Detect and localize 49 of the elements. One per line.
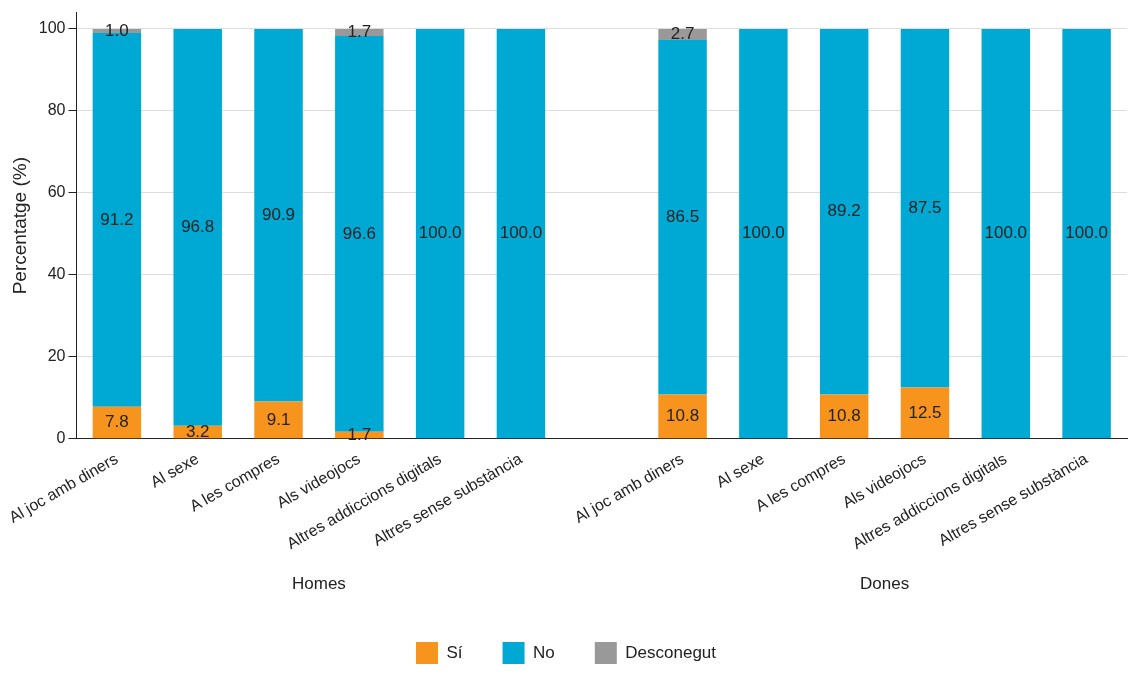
- bar: [254, 28, 303, 402]
- y-tick-label: 20: [47, 347, 66, 365]
- text: Homes: [291, 573, 346, 593]
- legend-label: No: [533, 642, 555, 662]
- data-label: 100.0: [742, 223, 785, 243]
- y-tick-label: 0: [56, 429, 66, 447]
- y-tick-label: 80: [47, 101, 66, 119]
- data-label: 10.8: [827, 406, 861, 426]
- bar: [415, 28, 465, 439]
- bar: [981, 28, 1031, 439]
- data-label: 12.5: [908, 402, 942, 422]
- bar: [92, 406, 142, 439]
- bar: [173, 28, 222, 426]
- data-label: 100.0: [418, 223, 462, 243]
- data-label: 100.0: [984, 223, 1028, 243]
- legend-label: Sí: [446, 642, 463, 662]
- bar: [739, 28, 788, 439]
- bar: [900, 28, 950, 388]
- data-label: 87.5: [908, 197, 942, 217]
- y-tick-label: 100: [38, 19, 66, 37]
- bar: [819, 28, 869, 395]
- x-tick-label: Al sexe: [713, 449, 768, 491]
- data-label: 10.8: [666, 406, 700, 426]
- data-label: 96.8: [181, 217, 215, 237]
- x-tick-label: Al joc amb diners: [571, 449, 687, 526]
- data-label: 7.8: [105, 412, 129, 432]
- data-label: 96.6: [342, 223, 376, 243]
- y-tick-label: 60: [47, 183, 66, 201]
- data-label: 86.5: [666, 206, 700, 226]
- y-axis-title: Percentatge (%): [8, 157, 30, 295]
- x-tick-label: Al sexe: [147, 449, 202, 491]
- legend-label: Desconegut: [625, 642, 717, 662]
- data-label: 90.9: [261, 204, 296, 224]
- data-label: 2.7: [670, 24, 695, 44]
- bar: [900, 387, 950, 439]
- bar: [1062, 28, 1111, 439]
- data-label: 100.0: [1065, 223, 1108, 243]
- x-tick-label: Al joc amb diners: [5, 449, 121, 526]
- data-label: 9.1: [266, 409, 291, 429]
- data-label: 3.2: [185, 421, 210, 441]
- data-label: 91.2: [100, 209, 134, 229]
- bar: [496, 28, 546, 439]
- bar: [658, 40, 707, 395]
- y-tick-label: 40: [47, 265, 66, 283]
- bar: [254, 401, 303, 439]
- data-label: 100.0: [499, 223, 543, 243]
- data-label: 89.2: [827, 201, 861, 221]
- text: Dones: [860, 573, 910, 593]
- bar: [658, 394, 707, 439]
